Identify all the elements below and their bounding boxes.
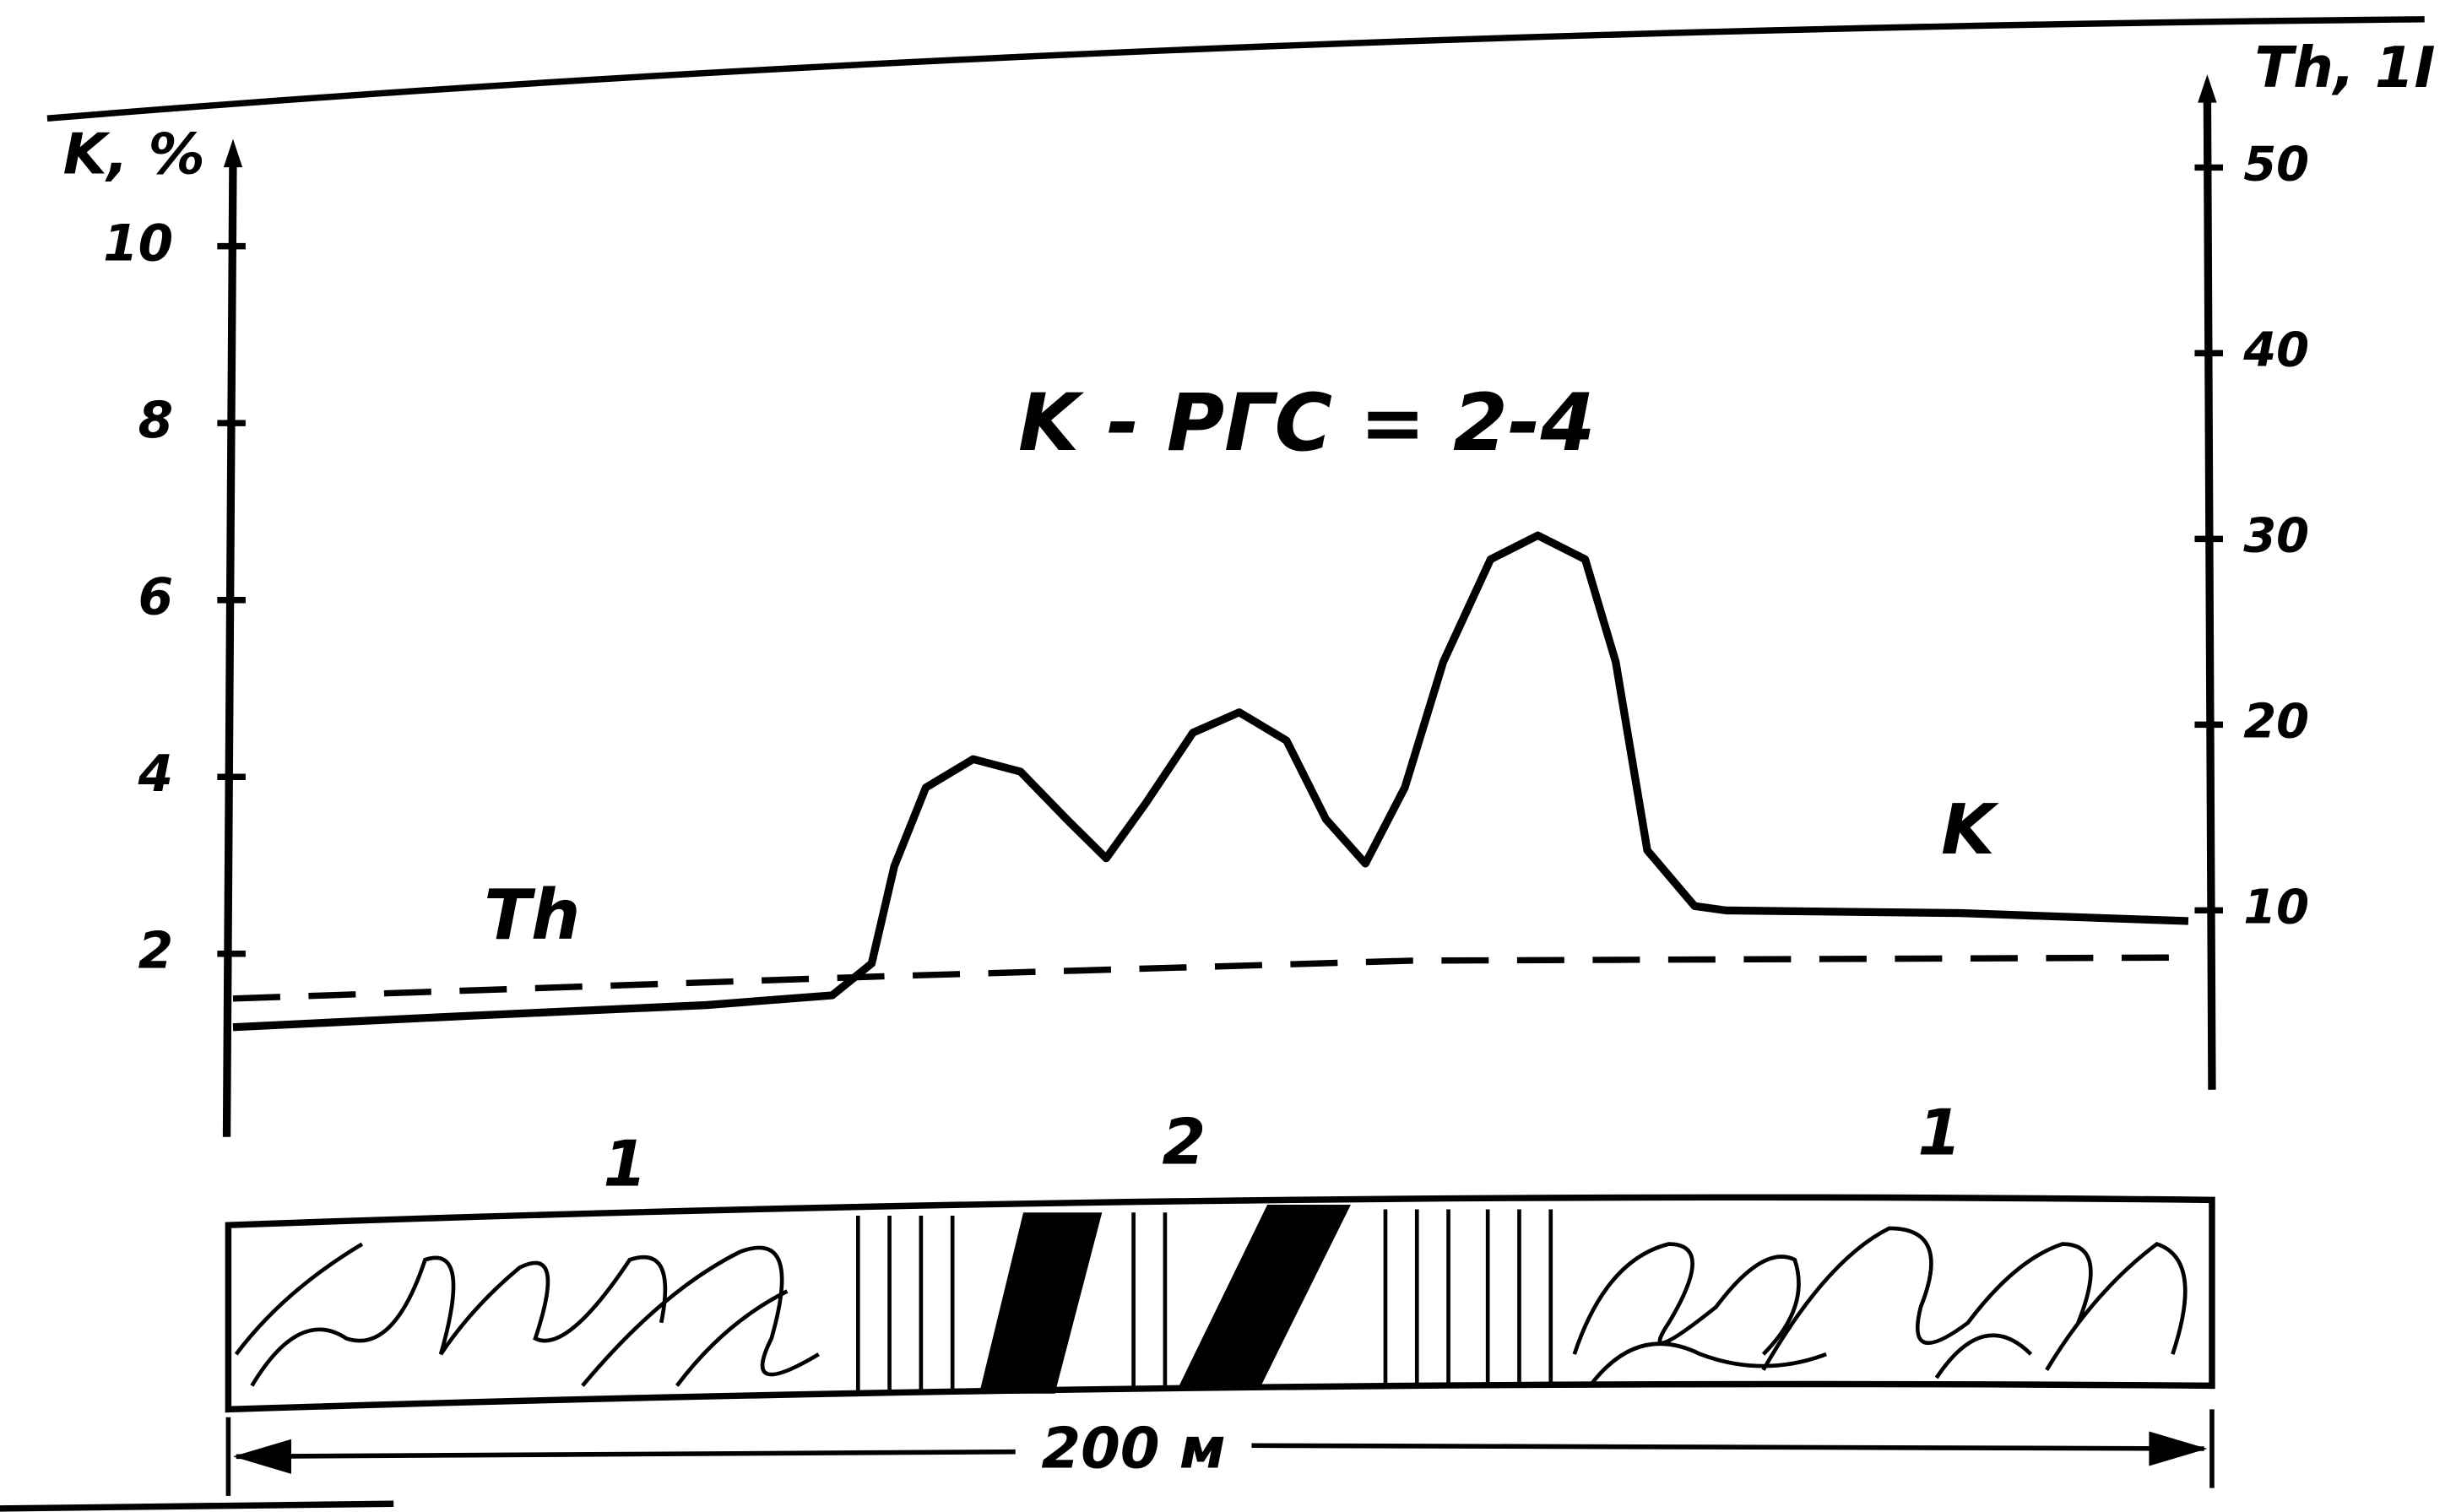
y-tick-label: 4 bbox=[138, 745, 174, 804]
scale-label: 200 м bbox=[1041, 1415, 1225, 1481]
scale-bar bbox=[225, 1409, 2215, 1496]
y2-tick-label: 30 bbox=[2243, 508, 2309, 563]
y-tick-label: 8 bbox=[138, 392, 174, 450]
y2-tick-label: 40 bbox=[2242, 323, 2309, 378]
y-tick-label: 2 bbox=[138, 922, 174, 980]
y2-axis bbox=[2203, 93, 2216, 1090]
series-label: K bbox=[1941, 790, 1999, 870]
y2-tick-label: 20 bbox=[2243, 694, 2309, 749]
geology-strip bbox=[225, 1194, 2215, 1413]
frame-line bbox=[0, 1500, 394, 1512]
zone-label: 2 bbox=[1162, 1105, 1206, 1179]
axis-arrow bbox=[223, 74, 2217, 168]
frame-line bbox=[46, 16, 2425, 122]
ore-body bbox=[979, 1204, 1351, 1394]
series-line bbox=[232, 531, 2189, 1032]
y2-tick-label: 10 bbox=[2243, 880, 2309, 935]
y2-tick-label: 50 bbox=[2243, 138, 2309, 192]
y-tick-label: 10 bbox=[103, 214, 173, 273]
y-axis-label: K, % bbox=[63, 121, 205, 187]
zone-label: 1 bbox=[603, 1128, 647, 1201]
zone-label: 1 bbox=[1917, 1096, 1961, 1169]
annotation: K - РГС = 2-4 bbox=[1018, 377, 1595, 469]
y-tick-label: 6 bbox=[138, 568, 174, 626]
y-axis bbox=[222, 157, 237, 1137]
y2-axis-label: Th, 1I bbox=[2254, 35, 2435, 100]
series-label: Th bbox=[484, 875, 580, 956]
series-line bbox=[232, 954, 2188, 1002]
